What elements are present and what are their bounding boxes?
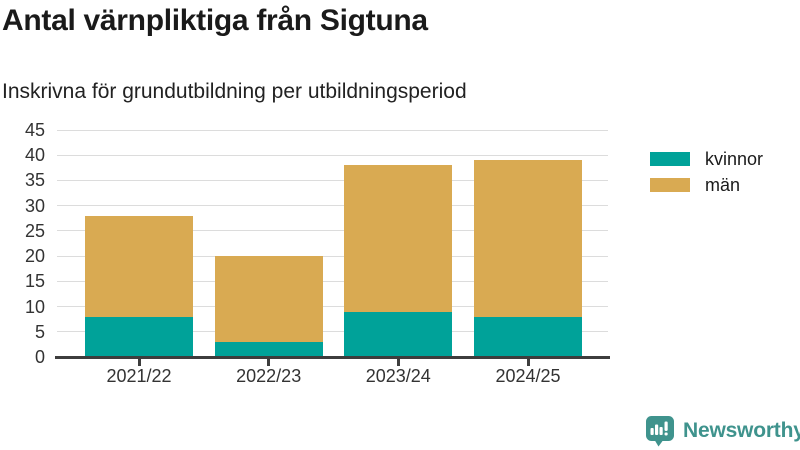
- newsworthy-wordmark: Newsworthy: [683, 419, 800, 442]
- newsworthy-branding: Newsworthy: [645, 415, 800, 447]
- x-axis-tick-2021/22: [137, 359, 141, 366]
- y-axis-label-40: 40: [24, 145, 45, 166]
- gridline-35: [57, 179, 608, 181]
- bar-segment-kvinnor-2023/24: [344, 311, 453, 357]
- y-axis-label-25: 25: [24, 220, 45, 241]
- x-axis-label-2024/25: 2024/25: [495, 366, 561, 386]
- legend-item-kvinnor: kvinnor: [650, 146, 763, 172]
- bar-segment-män-2023/24: [344, 165, 453, 312]
- x-axis-label-2022/23: 2022/23: [236, 366, 302, 386]
- x-axis-tick-2024/25: [526, 359, 530, 366]
- gridline-20: [57, 255, 608, 257]
- gridline-5: [57, 331, 608, 333]
- gridline-30: [57, 205, 608, 207]
- x-axis-line: [55, 356, 610, 359]
- legend-label-man: män: [705, 175, 741, 195]
- bar-segment-kvinnor-2021/22: [85, 316, 193, 357]
- newsworthy-logo-icon: [646, 416, 674, 447]
- chart-subtitle: Inskrivna för grundutbildning per utbild…: [2, 80, 467, 103]
- x-axis-label-2023/24: 2023/24: [365, 366, 431, 386]
- gridline-40: [57, 154, 608, 156]
- x-axis-label-2021/22: 2021/22: [106, 366, 172, 386]
- gridline-10: [57, 306, 608, 308]
- y-axis-label-35: 35: [24, 170, 45, 191]
- y-axis-label-15: 15: [24, 271, 45, 292]
- y-axis-label-20: 20: [24, 246, 45, 267]
- legend-item-man: män: [650, 172, 763, 198]
- legend-swatch-man: [650, 178, 690, 192]
- y-axis-label-0: 0: [34, 347, 45, 367]
- gridline-25: [57, 230, 608, 232]
- y-axis-label-45: 45: [24, 120, 45, 140]
- bar-segment-män-2024/25: [474, 160, 582, 317]
- legend: kvinnor män: [650, 146, 763, 198]
- x-axis-tick-2023/24: [396, 359, 400, 366]
- y-axis-label-10: 10: [24, 296, 45, 317]
- bar-segment-män-2022/23: [214, 256, 323, 342]
- x-axis-tick-2022/23: [267, 359, 271, 366]
- gridline-15: [57, 280, 608, 282]
- legend-label-kvinnor: kvinnor: [705, 149, 764, 169]
- bar-segment-kvinnor-2022/23: [214, 341, 323, 357]
- bar-segment-kvinnor-2024/25: [474, 316, 582, 357]
- legend-swatch-kvinnor: [650, 152, 690, 166]
- bar-segment-män-2021/22: [85, 215, 193, 317]
- y-axis-label-5: 5: [34, 321, 45, 342]
- gridline-45: [57, 129, 608, 131]
- chart-title: Antal värnpliktiga från Sigtuna: [2, 4, 428, 37]
- y-axis-label-30: 30: [24, 195, 45, 216]
